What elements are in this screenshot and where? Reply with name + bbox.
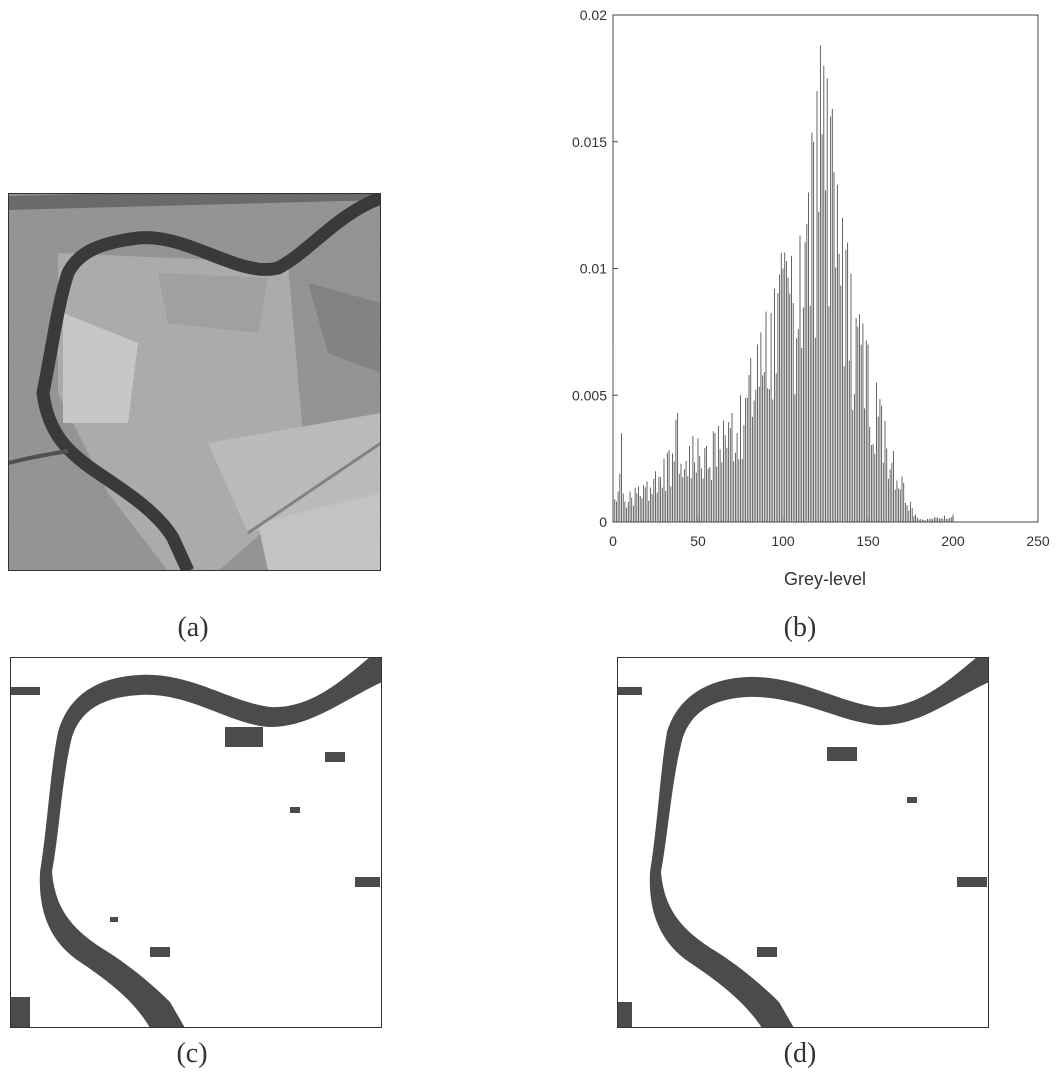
- x-tick-label: 150: [856, 533, 880, 549]
- x-tick-label: 0: [609, 533, 617, 549]
- y-tick-label: 0.02: [580, 7, 607, 23]
- x-tick-label: 50: [690, 533, 706, 549]
- histogram-chart: 0 50 100 150 200 250 0 0.005 0.01 0.015 0.02 Grey…: [572, 7, 1050, 589]
- caption-c: (c): [176, 1038, 208, 1069]
- y-tick-label: 0.015: [572, 134, 607, 150]
- x-axis-ticks: 0 50 100 150 200 250: [609, 517, 1050, 549]
- caption-d: (d): [783, 1038, 817, 1069]
- y-axis-ticks: 0 0.005 0.01 0.015 0.02: [572, 7, 618, 530]
- caption-a: (a): [177, 612, 209, 643]
- panel-d-segmentation: [617, 657, 989, 1028]
- histogram-bars: [612, 45, 954, 522]
- y-tick-label: 0: [599, 514, 607, 530]
- panel-a-aerial-image: [8, 193, 381, 571]
- y-tick-label: 0.01: [580, 261, 607, 277]
- x-tick-label: 100: [771, 533, 795, 549]
- x-tick-label: 250: [1026, 533, 1050, 549]
- y-tick-label: 0.005: [572, 387, 607, 403]
- panel-c-segmentation: [10, 657, 382, 1028]
- x-axis-label: Grey-level: [784, 569, 866, 589]
- caption-b: (b): [783, 612, 817, 643]
- x-tick-label: 200: [941, 533, 965, 549]
